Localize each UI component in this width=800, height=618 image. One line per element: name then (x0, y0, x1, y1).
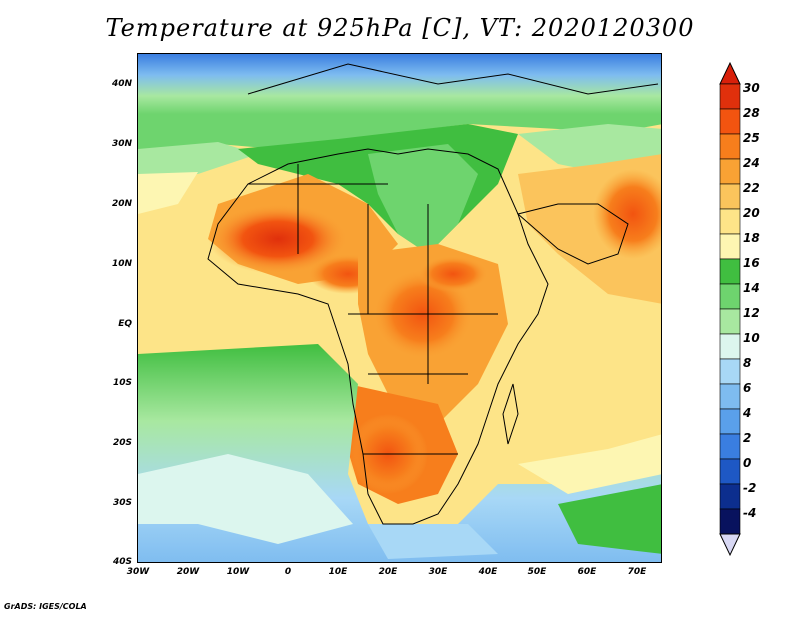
colorbar-swatch (719, 433, 741, 460)
colorbar-label: 4 (743, 406, 752, 420)
colorbar-bottom-arrow (719, 533, 741, 557)
colorbar-label: 30 (743, 81, 760, 95)
lat-label: 30N (111, 139, 132, 149)
lon-label: 30E (428, 567, 448, 577)
colorbar-swatch (719, 233, 741, 260)
colorbar-swatches (719, 83, 741, 535)
lon-label: 10W (226, 567, 250, 577)
temperature-field (138, 54, 661, 562)
lon-label: 0 (284, 567, 292, 577)
lat-label: 40N (111, 79, 132, 89)
lat-label: 30S (112, 498, 132, 508)
colorbar-label: 28 (743, 106, 760, 120)
colorbar-swatch (719, 508, 741, 535)
colorbar-swatch (719, 458, 741, 485)
colorbar-label: 10 (743, 331, 760, 345)
colorbar-label: 18 (743, 231, 760, 245)
lat-label: 10S (112, 378, 132, 388)
colorbar-swatch (719, 108, 741, 135)
colorbar-swatch (719, 133, 741, 160)
colorbar-swatch (719, 158, 741, 185)
colorbar-swatch (719, 408, 741, 435)
colorbar-swatch (719, 308, 741, 335)
colorbar-swatch (719, 258, 741, 285)
colorbar-label: -2 (743, 481, 757, 495)
colorbar-swatch (719, 383, 741, 410)
lat-label: EQ (118, 319, 132, 329)
colorbar-label: 8 (743, 356, 752, 370)
lat-label: 20N (111, 199, 132, 209)
map-title: Temperature at 925hPa [C], VT: 202012030… (105, 14, 695, 42)
lon-label: 40E (478, 567, 498, 577)
lon-label: 20E (378, 567, 398, 577)
colorbar-label: 25 (743, 131, 760, 145)
colorbar (719, 61, 741, 557)
colorbar-swatch (719, 333, 741, 360)
colorbar-swatch (719, 208, 741, 235)
lon-label: 60E (577, 567, 597, 577)
colorbar-label: 20 (743, 206, 760, 220)
colorbar-swatch (719, 358, 741, 385)
colorbar-top-arrow (719, 61, 741, 85)
lon-label: 30W (126, 567, 150, 577)
colorbar-label: 14 (743, 281, 760, 295)
lat-label: 10N (111, 259, 132, 269)
colorbar-label: -4 (743, 506, 757, 520)
colorbar-swatch (719, 283, 741, 310)
colorbar-swatch (719, 183, 741, 210)
temperature-map (137, 53, 662, 563)
credit-text: GrADS: IGES/COLA (4, 602, 87, 611)
colorbar-label: 6 (743, 381, 752, 395)
colorbar-label: 22 (743, 181, 760, 195)
colorbar-label: 24 (743, 156, 760, 170)
colorbar-label: 16 (743, 256, 760, 270)
colorbar-swatch (719, 483, 741, 510)
country-borders (207, 63, 659, 525)
lon-label: 70E (627, 567, 647, 577)
colorbar-label: 2 (743, 431, 752, 445)
lon-label: 10E (328, 567, 348, 577)
lon-label: 50E (527, 567, 547, 577)
lon-label: 20W (176, 567, 200, 577)
lat-label: 20S (112, 438, 132, 448)
colorbar-swatch (719, 83, 741, 110)
lat-label: 40S (112, 557, 132, 567)
colorbar-label: 12 (743, 306, 760, 320)
colorbar-label: 0 (743, 456, 752, 470)
